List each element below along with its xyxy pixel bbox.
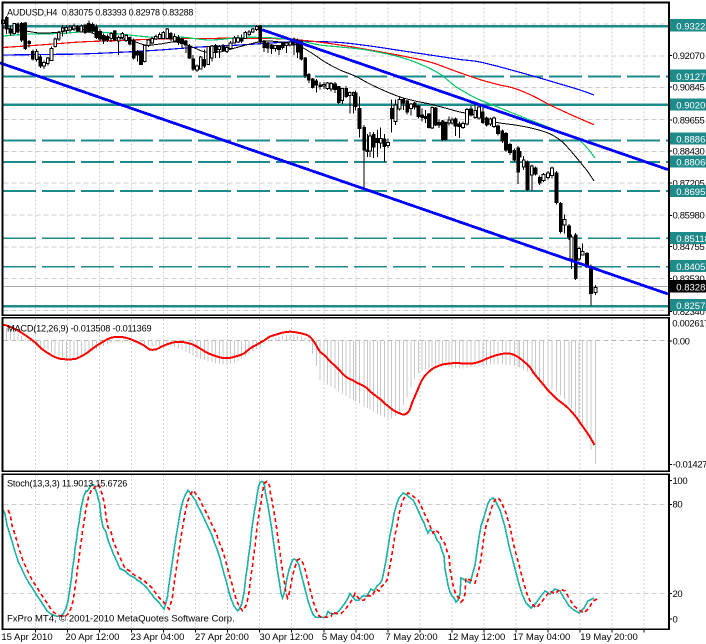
svg-text:-0.01427: -0.01427 xyxy=(673,460,706,471)
svg-text:0.92070: 0.92070 xyxy=(673,51,705,62)
svg-text:0.82340: 0.82340 xyxy=(673,307,705,318)
svg-text:100: 100 xyxy=(673,476,688,487)
svg-text:23 Apr 04:00: 23 Apr 04:00 xyxy=(131,632,185,643)
svg-text:5 May 04:00: 5 May 04:00 xyxy=(322,632,374,643)
svg-text:Stoch(13,3,3) 11.9013 15.6726: Stoch(13,3,3) 11.9013 15.6726 xyxy=(7,479,127,489)
svg-text:0: 0 xyxy=(673,614,678,625)
svg-text:0.85118: 0.85118 xyxy=(676,234,706,245)
svg-text:MACD(12,26,9) -0.013508 -0.011: MACD(12,26,9) -0.013508 -0.011369 xyxy=(7,324,151,334)
svg-text:0.91279: 0.91279 xyxy=(676,72,706,83)
svg-text:0.88430: 0.88430 xyxy=(673,146,705,157)
svg-text:20 Apr 12:00: 20 Apr 12:00 xyxy=(66,632,120,643)
svg-text:0.90845: 0.90845 xyxy=(673,83,705,94)
svg-text:20: 20 xyxy=(673,589,683,600)
svg-text:17 May 04:00: 17 May 04:00 xyxy=(513,632,571,643)
svg-text:0.85980: 0.85980 xyxy=(673,211,705,222)
svg-text:0.84755: 0.84755 xyxy=(673,242,705,253)
svg-text:0.88865: 0.88865 xyxy=(676,135,706,146)
svg-text:0.93224: 0.93224 xyxy=(676,21,706,32)
svg-text:0.84055: 0.84055 xyxy=(676,262,706,273)
svg-text:0.87205: 0.87205 xyxy=(673,178,705,189)
svg-text:27 Apr 20:00: 27 Apr 20:00 xyxy=(195,632,249,643)
svg-text:19 May 20:00: 19 May 20:00 xyxy=(580,632,638,643)
svg-text:0.89655: 0.89655 xyxy=(673,115,705,126)
svg-text:0.002617: 0.002617 xyxy=(672,319,706,330)
svg-text:FxPro MT4, © 2001-2010 MetaQuo: FxPro MT4, © 2001-2010 MetaQuotes Softwa… xyxy=(7,614,235,625)
svg-text:0.82574: 0.82574 xyxy=(676,301,706,312)
svg-text:12 May 12:00: 12 May 12:00 xyxy=(448,632,506,643)
svg-text:0.00: 0.00 xyxy=(673,336,690,347)
svg-text:AUDUSD,H4 0.83075 0.83393 0.8: AUDUSD,H4 0.83075 0.83393 0.82978 0.8328… xyxy=(7,8,193,18)
svg-text:80: 80 xyxy=(673,500,683,511)
svg-text:30 Apr 12:00: 30 Apr 12:00 xyxy=(260,632,314,643)
svg-text:15 Apr 2010: 15 Apr 2010 xyxy=(1,632,52,643)
svg-text:0.86953: 0.86953 xyxy=(676,187,706,198)
svg-text:7 May 20:00: 7 May 20:00 xyxy=(385,632,437,643)
svg-text:0.83288: 0.83288 xyxy=(676,282,706,293)
svg-text:0.90206: 0.90206 xyxy=(676,101,706,112)
svg-text:0.83530: 0.83530 xyxy=(673,274,705,285)
